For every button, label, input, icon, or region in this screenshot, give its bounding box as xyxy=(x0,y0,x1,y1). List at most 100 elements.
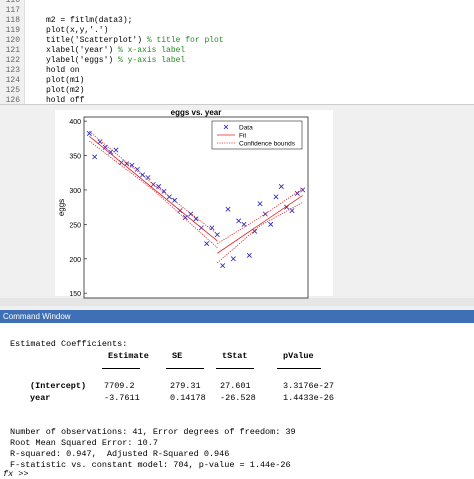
code-text: m2 = fitlm(data3); xyxy=(46,16,132,26)
scrollbar[interactable] xyxy=(0,298,474,306)
table-cell: 3.3176e-27 xyxy=(283,381,335,391)
y-tick-label: 200 xyxy=(69,257,81,264)
column-rule xyxy=(277,368,321,369)
line-number: 119 xyxy=(5,26,20,35)
column-rule xyxy=(216,368,254,369)
data-point xyxy=(214,232,220,238)
data-point xyxy=(220,263,226,269)
code-text: plot(m1) xyxy=(46,76,84,86)
row-label: (Intercept) xyxy=(30,381,87,391)
fit-line xyxy=(89,135,218,242)
data-point xyxy=(273,194,279,200)
code-line: 116 xyxy=(0,0,474,6)
figure-area: eggs vs. year eggs 150 200 250 300 350 400 Data F… xyxy=(0,105,474,310)
line-number: 122 xyxy=(5,56,20,65)
summary-line: R-squared: 0.947, Adjusted R-Squared 0.9… xyxy=(10,449,230,459)
y-tick-label: 350 xyxy=(69,154,81,161)
code-text: hold on xyxy=(46,66,80,76)
column-header: SE xyxy=(172,351,183,361)
table-cell: 1.4433e-26 xyxy=(283,393,335,403)
column-rule xyxy=(102,368,140,369)
line-number: 121 xyxy=(5,46,20,55)
table-cell: 0.14178 xyxy=(170,393,206,403)
prompt: fx >> xyxy=(3,469,29,479)
code-line: 120 title('Scatterplot') % title for plot xyxy=(0,36,474,46)
y-tick-label: 300 xyxy=(69,188,81,195)
confidence-bound xyxy=(89,131,218,235)
line-number: 120 xyxy=(5,36,20,45)
y-tick-label: 400 xyxy=(69,119,81,126)
code: xlabel('year') xyxy=(46,46,119,55)
legend-label: Fit xyxy=(239,133,246,140)
table-cell: -3.7611 xyxy=(104,393,140,403)
code-line: 125 plot(m2) xyxy=(0,86,474,96)
line-number: 117 xyxy=(5,6,20,15)
data-point xyxy=(268,221,274,227)
row-label: year xyxy=(30,393,51,403)
comment: % title for plot xyxy=(146,36,224,45)
data-point xyxy=(92,154,98,160)
code-text: title('Scatterplot') % title for plot xyxy=(46,36,224,46)
code-text: xlabel('year') % x-axis label xyxy=(46,46,185,56)
data-point xyxy=(204,241,210,247)
confidence-bound xyxy=(217,201,303,264)
chart-title: eggs vs. year xyxy=(171,108,222,117)
confidence-bound xyxy=(217,188,303,244)
data-point xyxy=(161,188,167,194)
data-point xyxy=(97,139,103,145)
data-point xyxy=(230,256,236,262)
data-point xyxy=(241,221,247,227)
summary-line: F-statistic vs. constant model: 704, p-v… xyxy=(10,460,291,470)
code: m2 = fitlm(data3); xyxy=(46,16,133,25)
code-line: 126 hold off xyxy=(0,96,474,105)
line-number: 125 xyxy=(5,86,20,95)
data-point xyxy=(188,211,194,217)
table-cell: -26.528 xyxy=(220,393,256,403)
data-point xyxy=(134,166,140,172)
table-cell: 279.31 xyxy=(170,381,201,391)
summary-line: Number of observations: 41, Error degree… xyxy=(10,427,296,437)
code: plot(x,y,'.') xyxy=(46,26,109,35)
data-point xyxy=(156,184,162,189)
code-text: ylabel('eggs') % y-axis label xyxy=(46,56,185,66)
code: hold off xyxy=(46,96,85,105)
comment: % y-axis label xyxy=(118,56,186,65)
column-header: Estimate xyxy=(108,351,149,361)
line-number: 118 xyxy=(5,16,20,25)
column-rule xyxy=(166,368,204,369)
command-window: Estimated Coefficients: Estimate SE tStat pV… xyxy=(0,323,474,479)
gutter xyxy=(0,0,25,104)
column-header: pValue xyxy=(283,351,314,361)
code-line: 121 xlabel('year') % x-axis label xyxy=(0,46,474,56)
y-tick-label: 150 xyxy=(69,291,81,298)
code: plot(m1) xyxy=(46,76,85,85)
code-line: 118 m2 = fitlm(data3); xyxy=(0,16,474,26)
data-point xyxy=(86,131,92,136)
code-line: 119 plot(x,y,'.') xyxy=(0,26,474,36)
line-number: 124 xyxy=(5,76,20,85)
legend-marker xyxy=(223,124,229,130)
table-cell: 7709.2 xyxy=(104,381,135,391)
legend-label: Data xyxy=(239,125,253,132)
data-point xyxy=(278,184,284,189)
summary-line: Root Mean Squared Error: 10.7 xyxy=(10,438,158,448)
line-number: 116 xyxy=(5,0,20,5)
data-point xyxy=(236,218,242,224)
data-point xyxy=(209,225,215,231)
command-window-title: Command Window xyxy=(0,310,474,323)
data-point xyxy=(257,201,263,207)
data-point xyxy=(225,206,231,212)
table-cell: 27.601 xyxy=(220,381,251,391)
data-point xyxy=(252,228,258,234)
code-line: 123 hold on xyxy=(0,66,474,76)
code-line: 124 plot(m1) xyxy=(0,76,474,86)
confidence-bound xyxy=(89,140,218,249)
data-point xyxy=(113,147,119,153)
data-point xyxy=(140,172,146,178)
heading: Estimated Coefficients: xyxy=(10,339,128,349)
data-point xyxy=(246,252,252,258)
editor: 116 117 118 m2 = fitlm(data3); 119 plot(x,y,'… xyxy=(0,0,474,105)
code: hold on xyxy=(46,66,80,75)
comment: % x-axis label xyxy=(118,46,186,55)
chart: eggs vs. year eggs 150 200 250 300 350 400 DataF… xyxy=(0,108,474,306)
